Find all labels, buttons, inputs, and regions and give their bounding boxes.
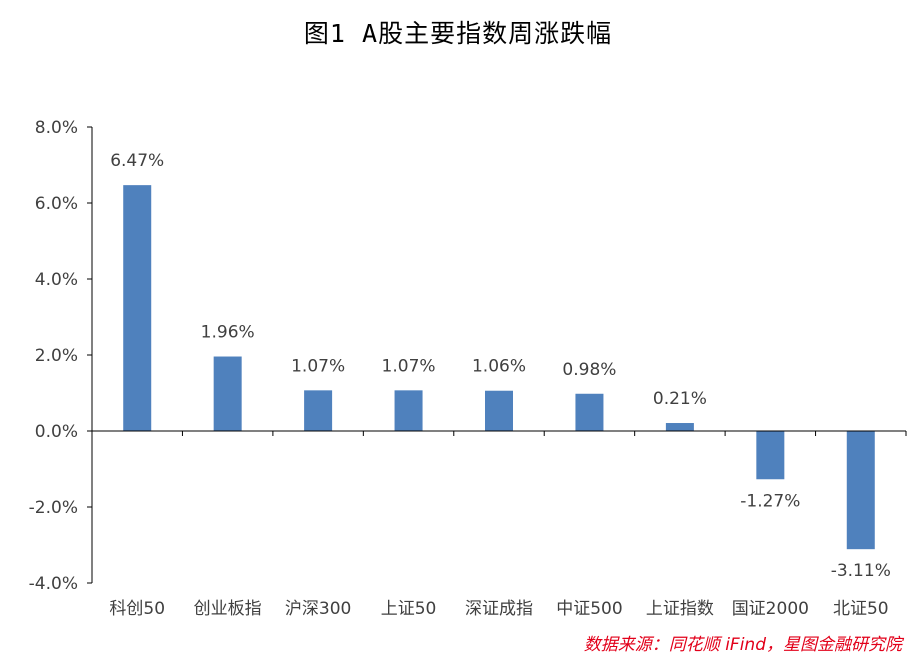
x-tick-label-8: 国证2000 xyxy=(732,599,809,619)
y-tick-label: 4.0% xyxy=(35,270,78,290)
bar-4 xyxy=(394,390,423,431)
x-tick-label-6: 中证500 xyxy=(556,599,622,619)
data-label-4: 1.07% xyxy=(382,356,436,376)
data-label-9: -3.11% xyxy=(831,561,891,581)
y-axis: 8.0% 6.0% 4.0% 2.0% 0.0% -2.0% -4.0% xyxy=(29,118,93,594)
y-tick-label: 2.0% xyxy=(35,346,78,366)
bar-3 xyxy=(304,390,333,431)
x-tick-label-9: 北证50 xyxy=(833,599,889,619)
data-label-7: 0.21% xyxy=(653,389,707,409)
bar-2 xyxy=(213,356,242,431)
data-label-2: 1.96% xyxy=(201,323,255,343)
y-tick-label: -4.0% xyxy=(29,574,78,594)
data-label-3: 1.07% xyxy=(291,356,345,376)
x-tick-label-2: 创业板指 xyxy=(194,599,262,619)
y-tick-label: 6.0% xyxy=(35,194,78,214)
bar-7 xyxy=(665,423,694,431)
bars xyxy=(123,185,875,550)
data-labels: 6.47% 1.96% 1.07% 1.07% 1.06% 0.98% 0.21% -1.27… xyxy=(110,151,891,581)
bar-8 xyxy=(756,431,785,480)
x-axis: 科创50 创业板指 沪深300 上证50 深证成指 中证500 上证指数 国证2000 北证50 xyxy=(91,430,907,619)
x-tick-label-7: 上证指数 xyxy=(646,599,714,619)
bar-6 xyxy=(575,393,604,431)
x-tick-label-5: 深证成指 xyxy=(465,599,533,619)
x-tick-label-4: 上证50 xyxy=(381,599,437,619)
bar-9 xyxy=(846,431,875,550)
x-tick-label-3: 沪深300 xyxy=(285,599,351,619)
y-tick-label: 8.0% xyxy=(35,118,78,138)
bar-5 xyxy=(485,390,513,431)
source-note: 数据来源：同花顺 iFind，星图金融研究院 xyxy=(583,635,902,655)
chart-title: 图1 A股主要指数周涨跌幅 xyxy=(303,19,613,48)
y-tick-label: 0.0% xyxy=(35,422,78,442)
bar-1 xyxy=(123,185,152,431)
data-label-1: 6.47% xyxy=(110,151,164,171)
x-tick-label-1: 科创50 xyxy=(109,599,165,619)
y-tick-label: -2.0% xyxy=(29,498,78,518)
data-label-8: -1.27% xyxy=(740,491,800,511)
data-label-5: 1.06% xyxy=(472,357,526,377)
data-label-6: 0.98% xyxy=(562,360,616,380)
